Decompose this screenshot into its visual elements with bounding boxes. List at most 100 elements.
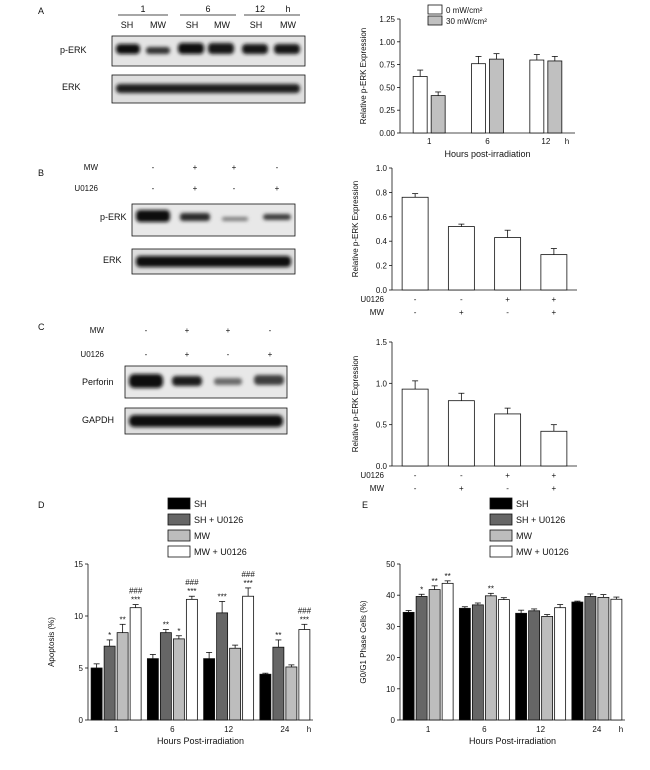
chart-c-condition-mark: + — [552, 484, 557, 493]
chart-d-legend-swatch — [167, 513, 191, 526]
blot-c-gapdh-bands — [129, 415, 283, 427]
chart-b-bar-4 — [540, 254, 568, 291]
chart-d-bar-series-0 — [259, 673, 272, 721]
blot-b-u0126-mark-4: + — [275, 184, 280, 193]
blot-c-u0126-mark-1: - — [145, 350, 148, 359]
chart-c-condition-mark: - — [506, 484, 509, 493]
chart-d-bar-series-2 — [172, 638, 185, 721]
chart-b-condition-mark: - — [414, 295, 417, 304]
chart-d-significance-mark: * — [177, 627, 180, 636]
chart-e-significance-mark: * — [420, 585, 423, 594]
chart-a: 0.00 0.25 0.50 0.75 1.00 1.25 Relative p-ERK E… — [359, 4, 575, 159]
chart-b-y-tick-label: 0.6 — [376, 213, 388, 222]
chart-c: 0.0 0.5 1.0 1.5 Relative p-ERK Expression U01… — [351, 338, 577, 493]
chart-d-bar-series-3 — [185, 598, 198, 721]
chart-d-legend-label: SH + U0126 — [194, 515, 243, 525]
chart-d-bar-series-1 — [272, 646, 285, 721]
blot-b-row-label-perk: p-ERK — [100, 212, 127, 222]
chart-b-y-tick-label: 0.4 — [376, 237, 388, 246]
chart-a-y-tick-label: 1.00 — [379, 38, 395, 47]
blot-b: MW U0126 - + + - - + - + p-ERK ERK — [74, 163, 296, 275]
chart-e-legend-swatch — [489, 513, 513, 526]
blot-a-erk-bands — [116, 84, 300, 93]
blot-c-mw-mark-1: - — [145, 326, 148, 335]
chart-c-y-tick-label: 1.0 — [376, 379, 388, 388]
chart-d-bar-series-0 — [203, 658, 216, 721]
chart-d-legend-swatch — [167, 497, 191, 510]
blot-c-perforin-bands — [129, 374, 284, 388]
chart-a-legend-swatch — [427, 15, 443, 26]
chart-e-y-tick-label: 10 — [386, 685, 395, 694]
chart-e-significance-mark: ** — [445, 572, 451, 581]
chart-d-bar-series-2 — [285, 666, 298, 721]
chart-e-y-tick-label: 0 — [391, 716, 396, 725]
blot-b-u0126-mark-1: - — [152, 184, 155, 193]
chart-e-bar-series-3 — [554, 607, 567, 721]
chart-e-bar-series-1 — [584, 596, 597, 721]
chart-e-bar-series-0 — [402, 611, 415, 721]
chart-c-y-axis-label: Relative p-ERK Expression — [351, 356, 360, 452]
blot-c-treatment-u0126: U0126 — [80, 350, 104, 359]
blot-b-u0126-mark-2: + — [193, 184, 198, 193]
chart-d-y-axis-label: Apoptosis (%) — [47, 617, 56, 667]
chart-b-y-axis-label: Relative p-ERK Expression — [351, 181, 360, 277]
chart-d-bar-series-3 — [242, 595, 255, 721]
blot-c-u0126-mark-4: + — [268, 350, 273, 359]
chart-d-significance-mark: *** — [187, 587, 196, 596]
chart-a-bar-series-0 — [529, 59, 545, 134]
chart-e-legend-label: MW + U0126 — [516, 547, 569, 557]
chart-b-condition-label: MW — [370, 308, 385, 317]
chart-e-legend-label: SH + U0126 — [516, 515, 565, 525]
chart-d-legend-swatch — [167, 545, 191, 558]
chart-d-significance-mark: ### — [241, 570, 255, 579]
blot-a-lane-1: SH — [121, 20, 134, 30]
chart-a-legend-swatch — [427, 4, 443, 15]
chart-e-legend-swatch — [489, 497, 513, 510]
blot-c-row-label-gapdh: GAPDH — [82, 415, 114, 425]
blot-c-u0126-mark-2: + — [185, 350, 190, 359]
chart-a-x-tick-label: 12 — [541, 137, 550, 146]
chart-d-significance-mark: *** — [300, 615, 309, 624]
blot-c-treatment-mw: MW — [90, 326, 105, 335]
chart-a-y-tick-label: 0.75 — [379, 61, 395, 70]
chart-a-y-axis-label: Relative p-ERK Expression — [359, 28, 368, 124]
chart-d-x-tick-label: 12 — [224, 725, 233, 734]
blot-b-mw-mark-4: - — [276, 163, 279, 172]
blot-a-lane-2: MW — [150, 20, 166, 30]
blot-b-u0126-mark-3: - — [233, 184, 236, 193]
panel-label-e: E — [362, 500, 368, 510]
chart-d-bar-series-0 — [146, 658, 159, 721]
chart-e-y-tick-label: 30 — [386, 622, 395, 631]
chart-b-bar-1 — [401, 196, 429, 291]
chart-c-bar-3 — [494, 413, 522, 467]
chart-d-legend-label: SH — [194, 499, 207, 509]
blot-a-row-label-perk: p-ERK — [60, 45, 87, 55]
blot-c-row-label-perforin: Perforin — [82, 377, 114, 387]
chart-a-x-axis-label: Hours post-irradiation — [444, 149, 530, 159]
chart-b-condition-label: U0126 — [360, 295, 384, 304]
chart-e-y-axis-label: G0/G1 Phase Cells (%) — [359, 600, 368, 683]
chart-a-legend-label: 30 mW/cm² — [446, 17, 487, 26]
chart-d-legend-swatch — [167, 529, 191, 542]
chart-d-significance-mark: ### — [298, 606, 312, 615]
chart-e-x-axis-label: Hours Post-irradiation — [469, 736, 556, 746]
chart-d-x-tick-label: 1 — [114, 725, 119, 734]
chart-a-bar-series-1 — [430, 95, 446, 134]
chart-e-bar-series-0 — [458, 607, 471, 721]
chart-d-significance-mark: ** — [275, 631, 281, 640]
chart-e-bar-series-1 — [471, 604, 484, 721]
chart-e: 0 10 20 30 40 50 G0/G1 Phase Cells (%) 1 6 12 24 h H… — [359, 497, 625, 746]
chart-d-x-tick-label: 24 — [280, 725, 289, 734]
blot-c-mw-mark-2: + — [185, 326, 190, 335]
blot-a-lane-3: SH — [186, 20, 199, 30]
chart-a-y-tick-label: 0.00 — [379, 129, 395, 138]
chart-d-significance-mark: * — [108, 631, 111, 640]
chart-e-bar-series-1 — [415, 596, 428, 721]
chart-e-significance-mark: ** — [488, 584, 494, 593]
blot-a-time-3: 12 — [255, 4, 265, 14]
blot-b-treatment-mw: MW — [84, 163, 99, 172]
chart-d-x-tick-label: 6 — [170, 725, 175, 734]
blot-c: MW U0126 - + + - - + - + Perforin GAPDH — [80, 326, 288, 435]
chart-d-x-unit: h — [307, 725, 311, 734]
chart-a-legend-label: 0 mW/cm² — [446, 6, 483, 15]
